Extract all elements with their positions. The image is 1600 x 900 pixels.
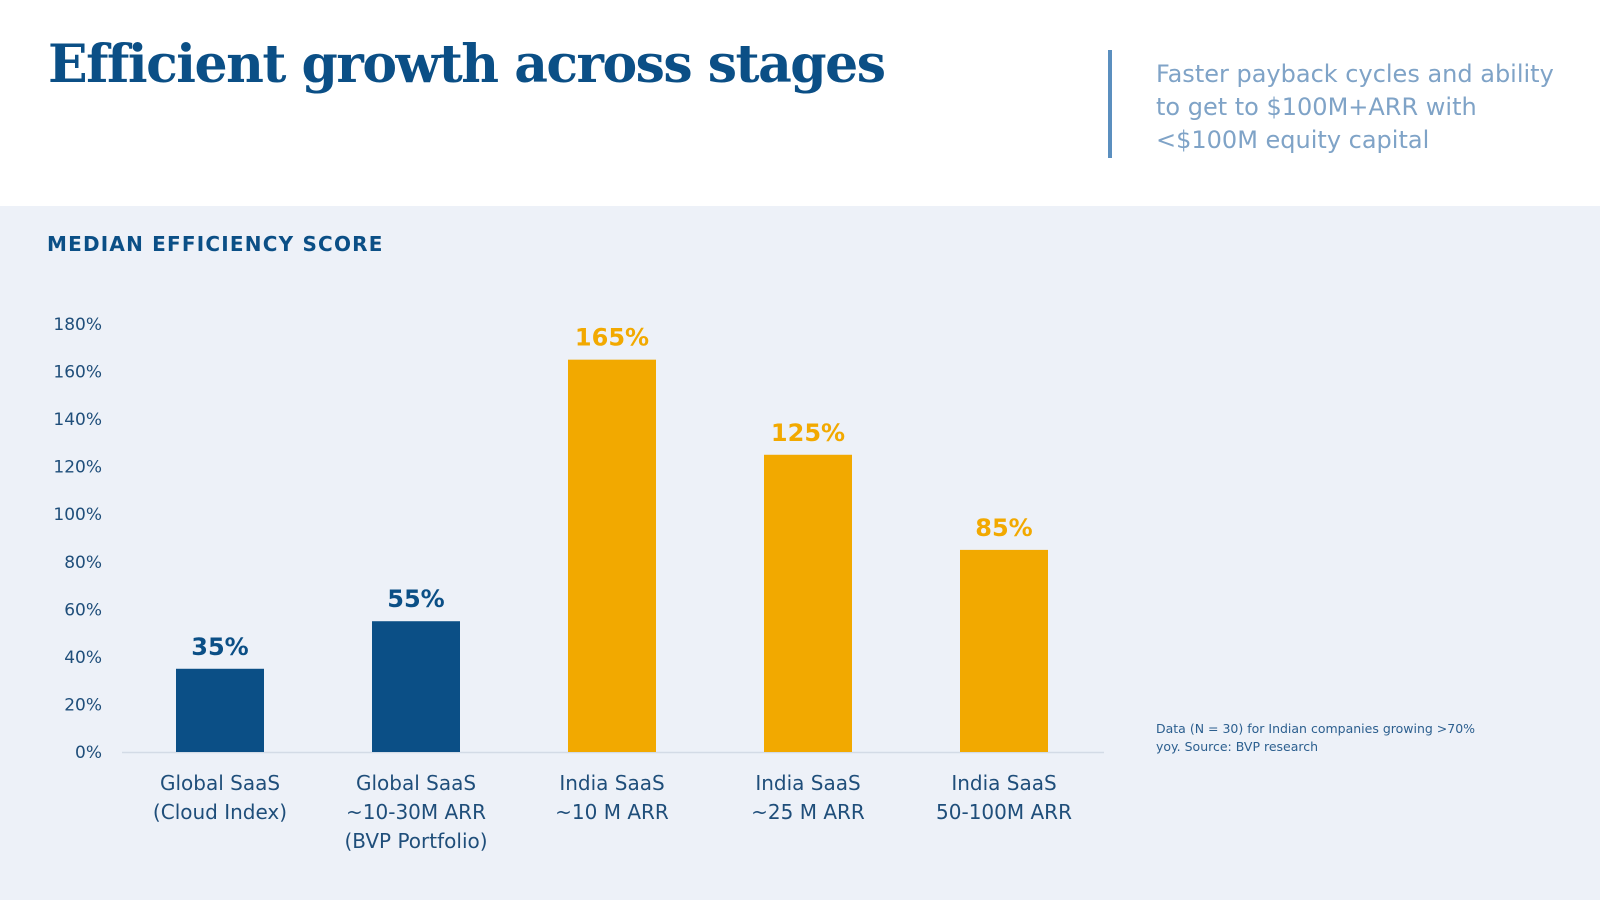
y-tick-label: 160%	[53, 363, 102, 383]
y-tick-label: 80%	[64, 553, 102, 573]
bar-india	[764, 454, 852, 752]
x-tick-label: ~10 M ARR	[555, 800, 669, 824]
bar-india	[960, 549, 1048, 752]
page-subtitle: Faster payback cycles and ability to get…	[1156, 60, 1554, 154]
y-tick-label: 140%	[53, 410, 102, 430]
chart-title: MEDIAN EFFICIENCY SCORE	[47, 232, 384, 256]
x-tick-label: Global SaaS	[160, 771, 280, 795]
x-tick-label: ~10-30M ARR	[346, 800, 486, 824]
y-tick-label: 20%	[64, 695, 102, 715]
chart-panel: MEDIAN EFFICIENCY SCORE 0% 20% 40% 60% 80% 10…	[0, 206, 1600, 900]
data-label: 125%	[771, 419, 845, 447]
bar-global	[176, 668, 264, 752]
x-tick-label: India SaaS	[951, 771, 1056, 795]
y-tick-label: 120%	[53, 458, 102, 478]
x-tick-label: India SaaS	[755, 771, 860, 795]
bar-india	[568, 359, 656, 752]
x-tick-label: 50-100M ARR	[936, 800, 1072, 824]
data-label: 165%	[575, 324, 649, 352]
y-tick-label: 100%	[53, 505, 102, 525]
bar-chart: 0% 20% 40% 60% 80% 100% 120% 140% 160% 180% 35% Glo…	[53, 315, 1104, 853]
data-label: 35%	[191, 633, 248, 661]
y-tick-label: 40%	[64, 648, 102, 668]
x-tick-label: (BVP Portfolio)	[344, 829, 487, 853]
x-tick-label: Global SaaS	[356, 771, 476, 795]
data-label: 55%	[387, 585, 444, 613]
header-divider	[1108, 50, 1112, 158]
data-label: 85%	[975, 514, 1032, 542]
page-title: Efficient growth across stages	[48, 34, 886, 95]
header: Efficient growth across stages Faster pa…	[0, 0, 1600, 206]
x-tick-label: (Cloud Index)	[153, 800, 287, 824]
x-tick-label: India SaaS	[559, 771, 664, 795]
y-tick-label: 180%	[53, 315, 102, 335]
y-tick-label: 0%	[75, 743, 102, 763]
x-tick-label: ~25 M ARR	[751, 800, 865, 824]
bar-global	[372, 621, 460, 752]
source-note: Data (N = 30) for Indian companies growi…	[1156, 721, 1476, 754]
y-tick-label: 60%	[64, 600, 102, 620]
